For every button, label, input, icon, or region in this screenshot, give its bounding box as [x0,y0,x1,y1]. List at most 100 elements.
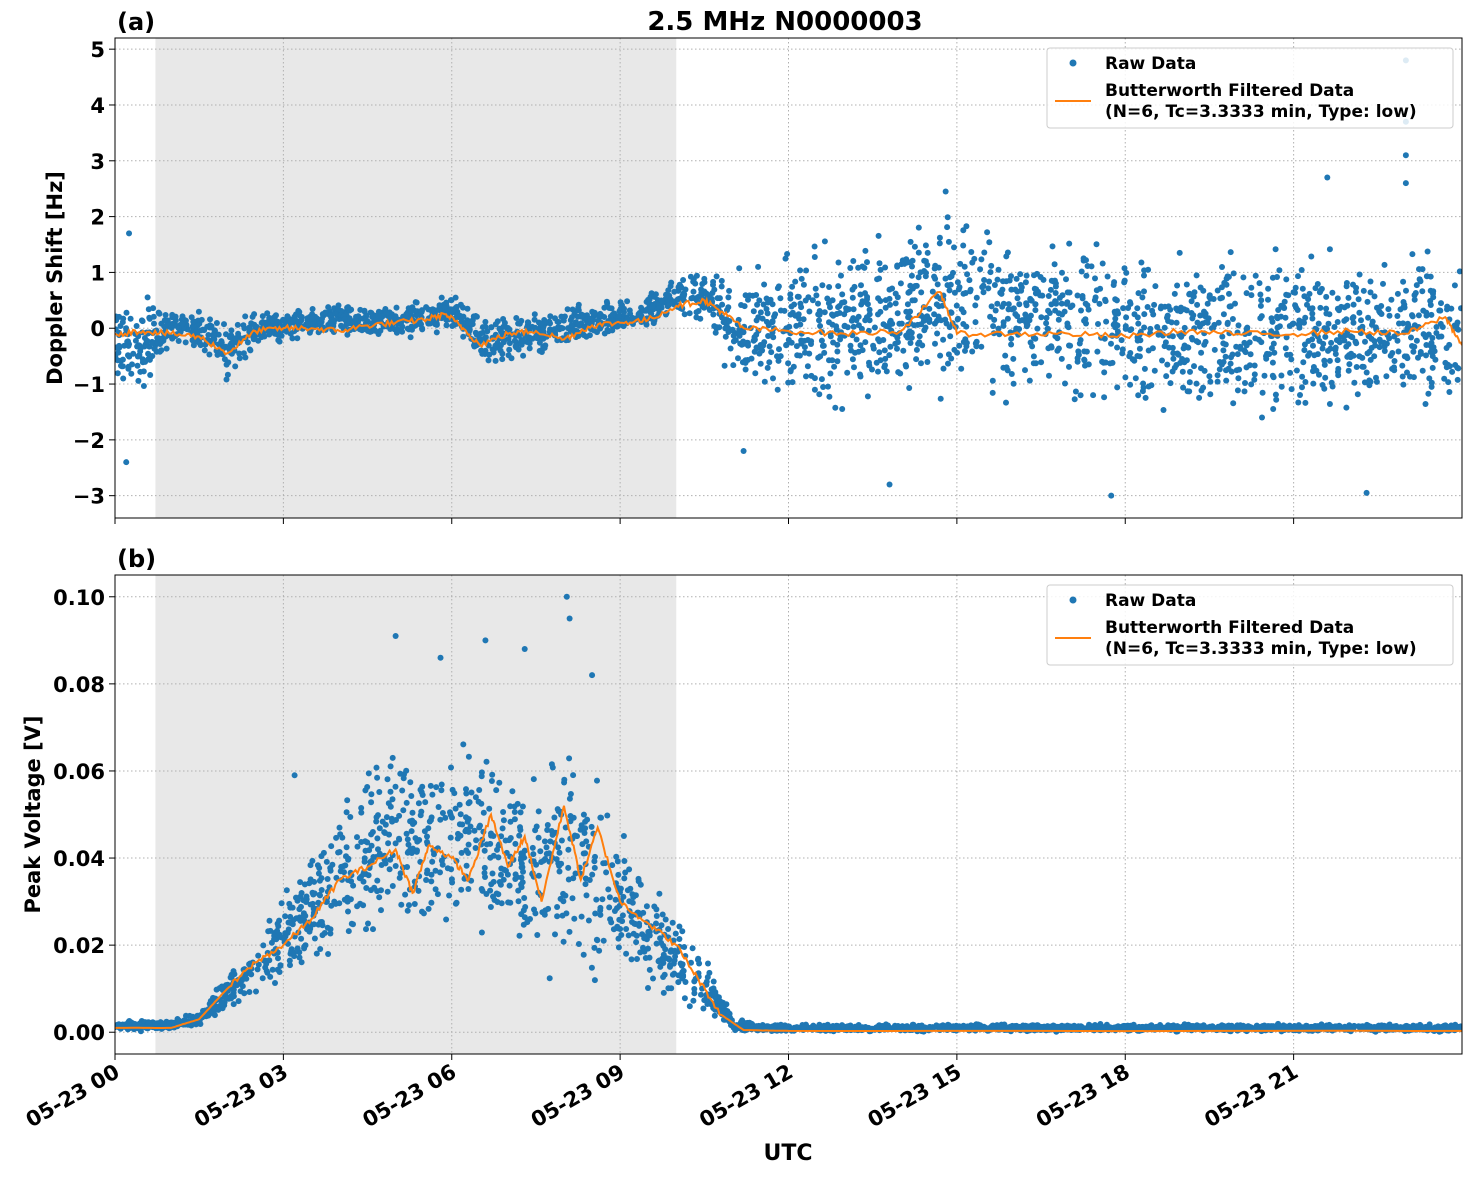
raw-data-point [328,319,334,325]
raw-data-point [141,368,147,374]
raw-data-point [1366,377,1372,383]
raw-data-point [865,393,871,399]
raw-data-point [876,233,882,239]
raw-data-point [1034,326,1040,332]
raw-data-point [722,325,728,331]
raw-data-point [531,776,537,782]
raw-data-point [951,244,957,250]
raw-data-point [145,294,151,300]
raw-data-point [443,917,449,923]
raw-data-point [1356,296,1362,302]
raw-data-point [610,312,616,318]
raw-data-point [858,342,864,348]
raw-data-point [532,311,538,317]
raw-data-point [797,301,803,307]
raw-data-point [1322,375,1328,381]
raw-data-point [390,883,396,889]
raw-data-point [1191,294,1197,300]
raw-data-point [713,330,719,336]
raw-data-point [436,804,442,810]
raw-data-point [702,279,708,285]
raw-data-point [512,338,518,344]
raw-data-point [1151,302,1157,308]
raw-data-point [705,961,711,967]
raw-data-point [1092,297,1098,303]
raw-data-point [903,309,909,315]
raw-data-point [711,323,717,329]
raw-data-point [289,335,295,341]
raw-data-point [1075,293,1081,299]
raw-data-point [591,945,597,951]
raw-data-point [730,362,736,368]
raw-data-point [429,814,435,820]
raw-data-point [453,806,459,812]
legend-filtered-label: Butterworth Filtered Data [1105,81,1354,101]
raw-data-point [469,790,475,796]
raw-data-point [1242,388,1248,394]
raw-data-point [755,314,761,320]
raw-data-point [378,907,384,913]
raw-data-point [1395,291,1401,297]
raw-data-point [325,304,331,310]
raw-data-point [1297,392,1303,398]
raw-data-point [1269,345,1275,351]
raw-data-point [1440,324,1446,330]
raw-data-point [479,930,485,936]
raw-data-point [241,350,247,356]
raw-data-point [1063,276,1069,282]
raw-data-point [568,317,574,323]
raw-data-point [723,334,729,340]
raw-data-point [509,355,515,361]
raw-data-point [448,835,454,841]
raw-data-point [1046,293,1052,299]
raw-data-point [1145,267,1151,273]
raw-data-point [344,809,350,815]
raw-data-point [1235,387,1241,393]
raw-data-point [726,318,732,324]
raw-data-point [788,312,794,318]
raw-data-point [1424,313,1430,319]
raw-data-point [1006,301,1012,307]
raw-data-point [599,896,605,902]
raw-data-point [669,298,675,304]
raw-data-point [1351,302,1357,308]
raw-data-point [1184,282,1190,288]
raw-data-point [913,356,919,362]
raw-data-point [888,318,894,324]
raw-data-point [1032,336,1038,342]
raw-data-point [738,1019,744,1025]
raw-data-point [1258,297,1264,303]
raw-data-point [516,833,522,839]
raw-data-point [765,300,771,306]
raw-data-point [654,941,660,947]
raw-data-point [272,980,278,986]
raw-data-point [835,283,841,289]
raw-data-point [141,383,147,389]
raw-data-point [579,841,585,847]
raw-data-point [893,300,899,306]
raw-data-point [756,351,762,357]
raw-data-point [119,363,125,369]
raw-data-point [581,952,587,958]
raw-data-point [570,875,576,881]
raw-data-point [830,340,836,346]
raw-data-point [1140,388,1146,394]
raw-data-point [619,918,625,924]
raw-data-point [856,314,862,320]
raw-data-point [1173,362,1179,368]
raw-data-point [1310,381,1316,387]
raw-data-point [1187,379,1193,385]
raw-data-point [514,874,520,880]
raw-data-point [988,269,994,275]
raw-data-point [647,933,653,939]
raw-data-point [607,894,613,900]
raw-data-point [1316,321,1322,327]
raw-data-outlier [123,459,129,465]
raw-data-point [312,936,318,942]
raw-data-point [1228,361,1234,367]
raw-data-point [616,944,622,950]
raw-data-point [1382,262,1388,268]
raw-data-point [1112,310,1118,316]
raw-data-point [460,305,466,311]
raw-data-point [874,276,880,282]
